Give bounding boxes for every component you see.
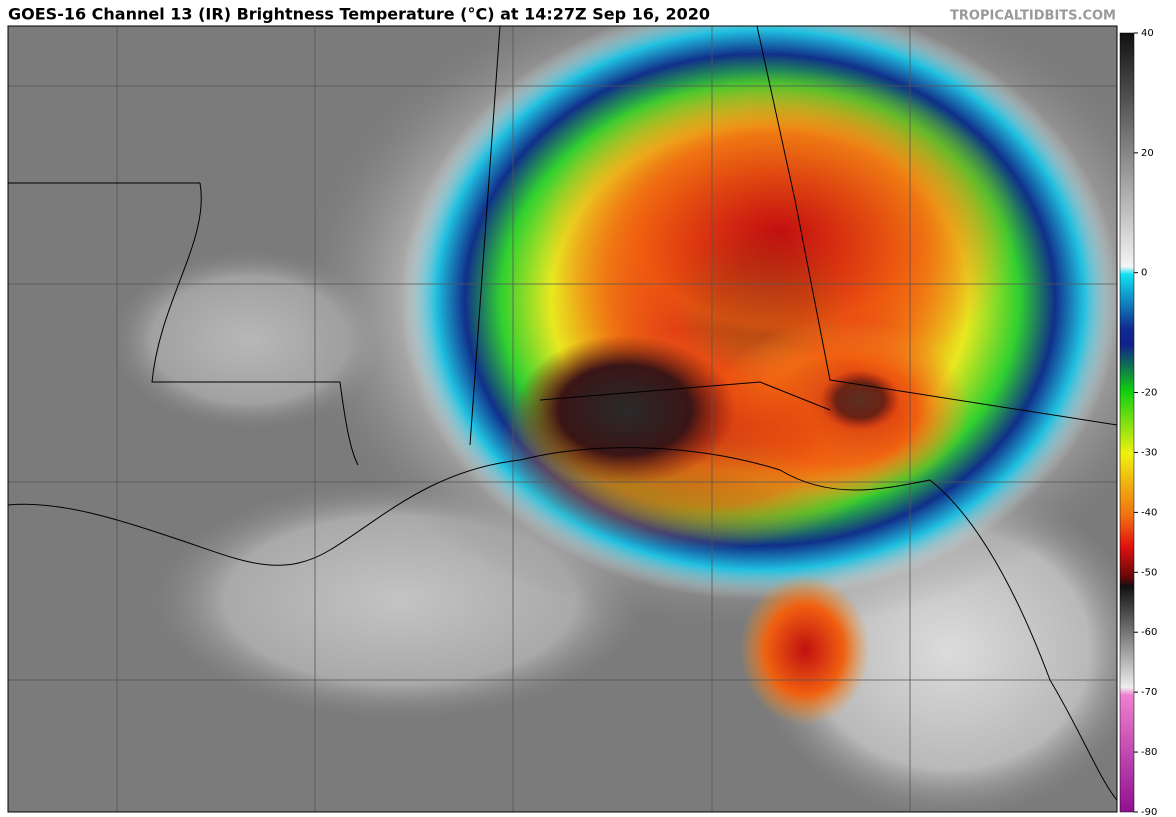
colorbar-tick-label: -90: [1141, 807, 1157, 817]
title: GOES-16 Channel 13 (IR) Brightness Tempe…: [8, 5, 710, 24]
colorbar-tick-label: 0: [1141, 268, 1147, 279]
colorbar-tick-label: -20: [1141, 388, 1157, 399]
colorbar-tick-label: -30: [1141, 447, 1157, 458]
colorbar-tick-label: -60: [1141, 627, 1157, 638]
colorbar-tick-label: 40: [1141, 28, 1154, 39]
colorbar-tick-label: 20: [1141, 148, 1154, 159]
colorbar-tick-label: -70: [1141, 687, 1157, 698]
colorbar-tick-label: -80: [1141, 747, 1157, 758]
satellite-image: [8, 26, 1117, 812]
colorbar-tick-label: -40: [1141, 507, 1157, 518]
map-frame: [7, 25, 1118, 813]
colorbar-tick-label: -50: [1141, 567, 1157, 578]
watermark: TROPICALTIDBITS.COM: [950, 9, 1116, 24]
colorbar: [1119, 32, 1135, 813]
